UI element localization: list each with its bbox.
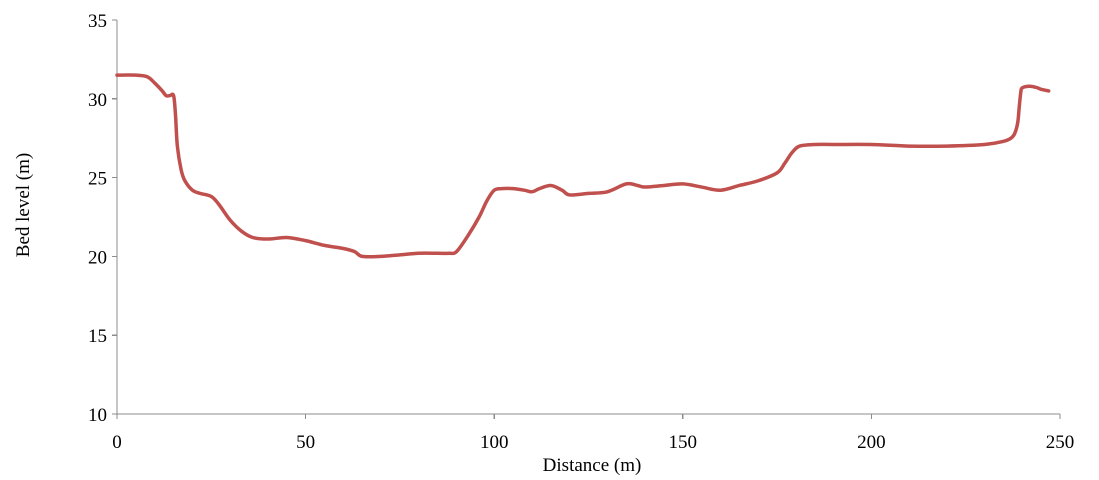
y-tick-label: 25 xyxy=(88,169,107,190)
y-tick-label: 35 xyxy=(88,11,107,32)
x-axis-title: Distance (m) xyxy=(543,455,642,476)
y-tick-label: 20 xyxy=(88,247,107,268)
x-tick-label: 250 xyxy=(1046,432,1075,453)
y-tick-label: 30 xyxy=(88,90,107,111)
y-tick-label: 10 xyxy=(88,405,107,426)
bed-level-series-line xyxy=(115,73,1051,259)
y-ticks: 10 15 20 25 30 35 xyxy=(88,11,117,426)
x-tick-label: 50 xyxy=(296,432,315,453)
x-tick-label: 0 xyxy=(112,432,122,453)
x-tick-label: 150 xyxy=(669,432,698,453)
x-tick-label: 100 xyxy=(480,432,509,453)
x-ticks: 0 50 100 150 200 250 xyxy=(112,414,1074,453)
plot-series xyxy=(115,73,1051,259)
y-axis-title: Bed level (m) xyxy=(13,153,34,257)
y-tick-label: 15 xyxy=(88,326,107,347)
x-tick-label: 200 xyxy=(857,432,886,453)
